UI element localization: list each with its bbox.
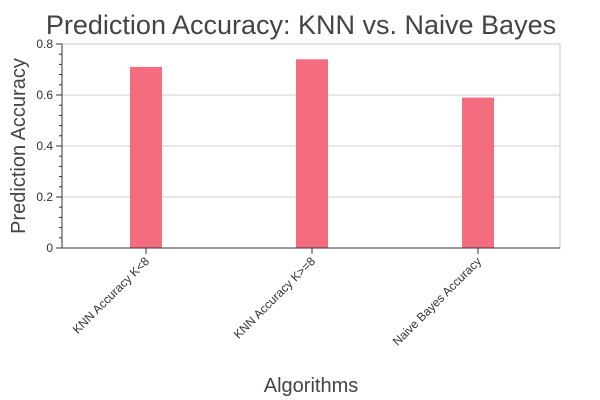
y-tick-label: 0.6 xyxy=(36,88,53,102)
x-tick-label: KNN Accuracy K>=8 xyxy=(231,254,318,341)
x-ticks: KNN Accuracy K<8 KNN Accuracy K>=8 Naive B… xyxy=(70,248,484,349)
y-tick-label: 0.4 xyxy=(36,139,53,153)
x-tick-label: KNN Accuracy K<8 xyxy=(70,254,153,337)
y-axis-label: Prediction Accuracy xyxy=(8,58,30,234)
bar xyxy=(130,66,162,248)
y-tick-label: 0.8 xyxy=(36,37,53,51)
x-axis-label: Algorithms xyxy=(264,375,358,397)
chart-title: Prediction Accuracy: KNN vs. Naive Bayes xyxy=(46,10,556,40)
y-tick-label: 0 xyxy=(46,241,53,255)
bars xyxy=(130,59,494,248)
x-tick-label: Naive Bayes Accuracy xyxy=(390,254,484,348)
y-ticks: 0 0.2 0.4 0.6 0.8 xyxy=(36,37,62,255)
bar xyxy=(462,97,494,248)
y-tick-label: 0.2 xyxy=(36,190,53,204)
bar xyxy=(296,59,328,248)
